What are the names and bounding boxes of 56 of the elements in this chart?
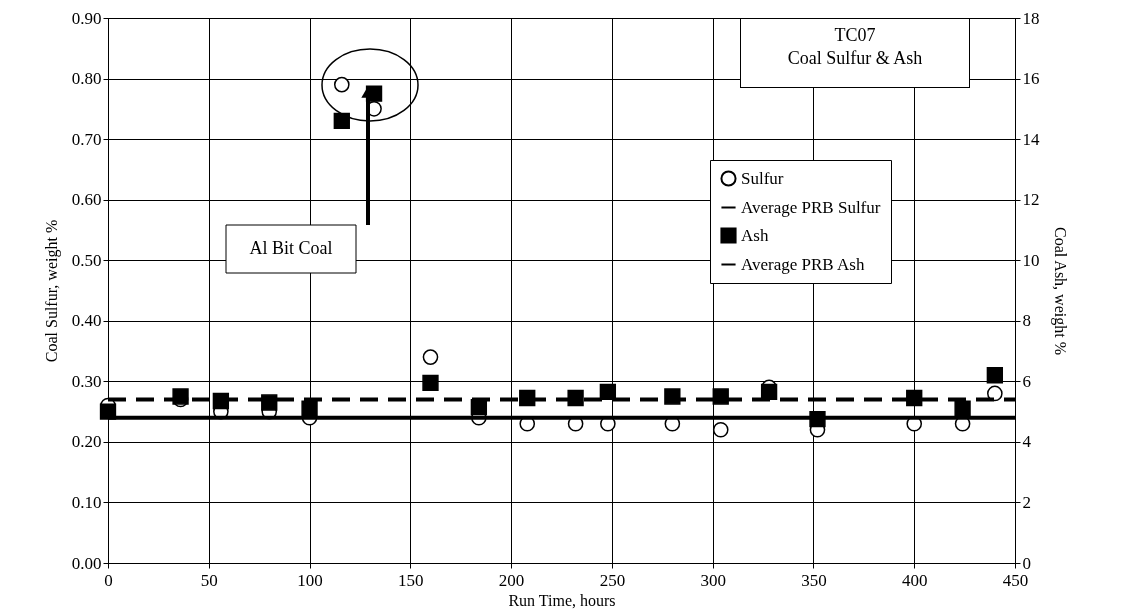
legend-label: Ash <box>741 225 769 245</box>
y2-tick-label: 10 <box>1022 250 1040 270</box>
point <box>809 411 826 428</box>
x-tick-label: 150 <box>398 570 424 590</box>
point <box>422 349 439 365</box>
y2-tick-label: 16 <box>1022 69 1040 89</box>
y-tick-label: 0.80 <box>71 69 102 89</box>
legend-label: Average PRB Sulfur <box>741 197 881 217</box>
y-tick-label: 0.20 <box>71 432 102 452</box>
y2-tick-label: 4 <box>1022 432 1032 452</box>
x-axis-title: Run Time, hours <box>508 591 616 609</box>
point <box>599 383 617 401</box>
x-tick-label: 450 <box>1002 570 1029 590</box>
y-tick-label: 0.60 <box>71 190 102 210</box>
point <box>301 400 318 417</box>
point <box>987 385 1003 402</box>
point <box>567 389 584 407</box>
annotation: Al Bit Coal <box>249 238 333 258</box>
y2-tick-label: 18 <box>1022 8 1040 28</box>
legend-label: Sulfur <box>741 168 784 188</box>
legend-label: Average PRB Ash <box>741 254 865 274</box>
y2-tick-label: 14 <box>1022 129 1040 149</box>
y-tick-label: 0.00 <box>71 553 102 573</box>
y-tick-label: 0.10 <box>71 492 102 512</box>
x-tick-label: 300 <box>700 570 726 590</box>
y2-axis-title: Coal Ash, weight % <box>1050 227 1069 355</box>
y-tick-label: 0.50 <box>71 250 102 270</box>
x-tick-label: 50 <box>200 570 218 590</box>
y-tick-label: 0.70 <box>71 129 102 149</box>
point <box>760 383 778 401</box>
point <box>986 367 1004 384</box>
x-tick-label: 350 <box>801 570 827 590</box>
point <box>422 374 439 392</box>
point <box>712 421 729 438</box>
y-tick-label: 0.90 <box>71 8 102 28</box>
y-tick-label: 0.40 <box>71 311 102 331</box>
x-tick-label: 400 <box>901 570 928 590</box>
x-tick-label: 200 <box>498 570 525 590</box>
y2-tick-label: 6 <box>1022 371 1031 391</box>
x-tick-label: 0 <box>104 570 113 590</box>
x-tick-label: 100 <box>297 570 323 590</box>
y2-tick-label: 8 <box>1022 311 1031 331</box>
point <box>99 403 117 420</box>
point <box>261 394 278 411</box>
x-tick-label: 250 <box>599 570 626 590</box>
point <box>664 388 681 405</box>
y2-tick-label: 12 <box>1022 190 1040 210</box>
point <box>954 400 971 417</box>
y2-tick-label: 2 <box>1022 492 1031 512</box>
title-box: TC07 Coal Sulfur & Ash <box>740 18 970 88</box>
y-axis-title: Coal Sulfur, weight % <box>42 219 61 363</box>
point <box>712 388 729 405</box>
y-tick-label: 0.30 <box>71 371 102 391</box>
y2-tick-label: 0 <box>1022 553 1031 573</box>
point <box>333 112 350 130</box>
point <box>333 76 350 93</box>
